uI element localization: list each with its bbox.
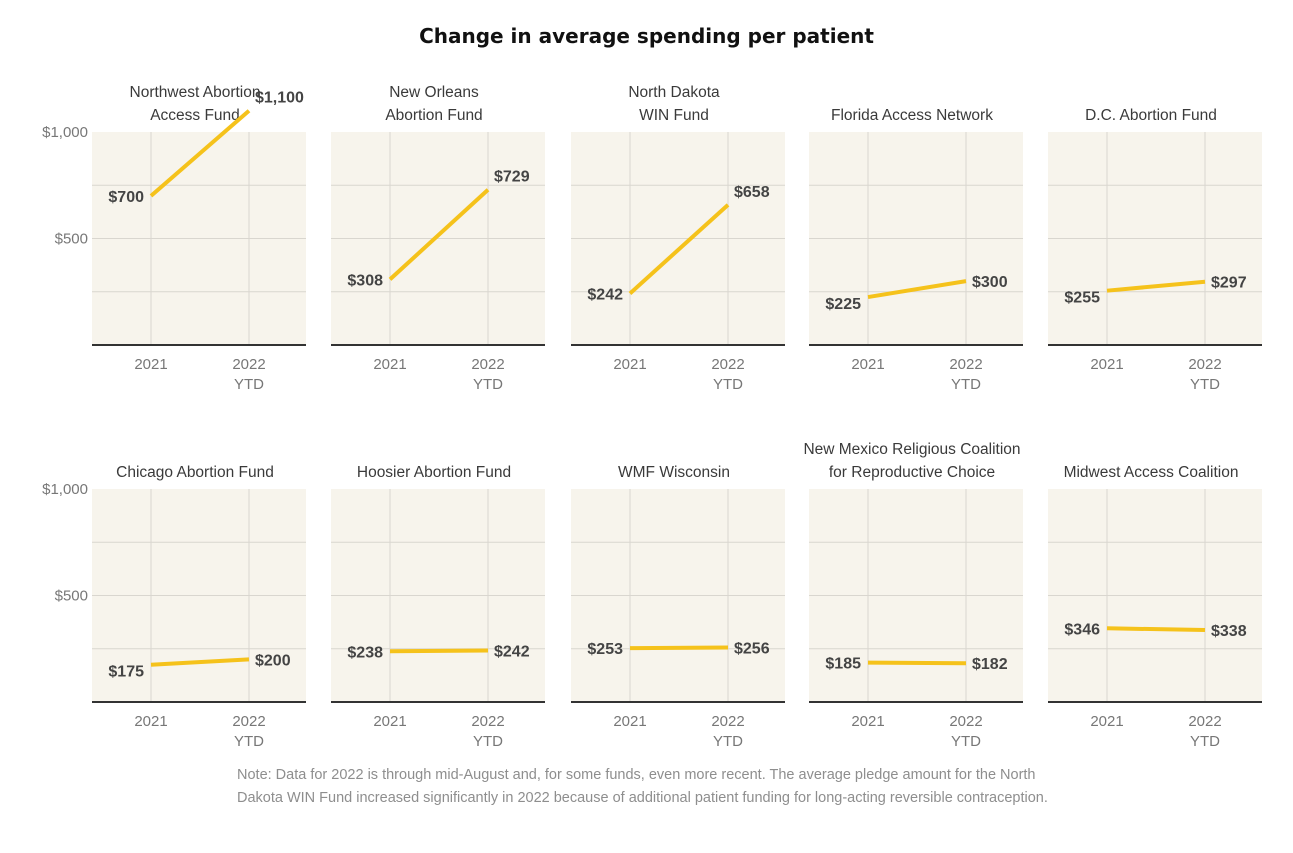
panel-title: WIN Fund	[639, 107, 709, 124]
chart-panel: Midwest Access Coalition 2021 2022 YTD $346 $…	[1048, 464, 1262, 750]
x-tick-label: YTD	[713, 376, 743, 393]
x-tick-label: 2021	[373, 356, 406, 373]
panel-title: Northwest Abortion	[130, 84, 261, 101]
panel-title: for Reproductive Choice	[829, 464, 995, 481]
x-tick-label: 2022	[711, 356, 744, 373]
y-tick-label: $500	[55, 588, 88, 605]
x-tick-label: YTD	[234, 733, 264, 750]
x-tick-label: YTD	[951, 733, 981, 750]
data-label: $242	[587, 286, 623, 303]
chart-panel: Florida Access Network 2021 2022 YTD $225 $30…	[809, 107, 1023, 393]
x-tick-label: 2022	[711, 713, 744, 730]
panel-title: Hoosier Abortion Fund	[357, 464, 511, 481]
x-tick-label: 2021	[1090, 713, 1123, 730]
x-tick-label: YTD	[473, 733, 503, 750]
chart-panel: Hoosier Abortion Fund 2021 2022 YTD $238 $242	[331, 464, 545, 750]
panel-title: New Mexico Religious Coalition	[803, 441, 1020, 458]
panel-title: WMF Wisconsin	[618, 464, 730, 481]
data-label: $200	[255, 652, 291, 669]
panel-title: D.C. Abortion Fund	[1085, 107, 1217, 124]
series-line	[628, 203, 730, 295]
data-label: $300	[972, 274, 1008, 291]
panel-title: Chicago Abortion Fund	[116, 464, 274, 481]
x-tick-label: 2022	[471, 713, 504, 730]
x-tick-label: 2021	[1090, 356, 1123, 373]
y-tick-label: $1,000	[42, 124, 88, 141]
data-label: $729	[494, 169, 530, 186]
chart-panel: D.C. Abortion Fund 2021 2022 YTD $255 $297	[1048, 107, 1262, 393]
x-tick-label: YTD	[951, 376, 981, 393]
chart-panel: North Dakota WIN Fund 2021 2022 YTD $242 $658	[571, 84, 785, 393]
data-label: $1,100	[255, 90, 304, 107]
data-label: $182	[972, 656, 1008, 673]
series-line	[150, 657, 250, 667]
chart-panel: New Mexico Religious Coalition for Reprod…	[803, 441, 1023, 750]
x-tick-label: 2022	[949, 356, 982, 373]
chart-panel: WMF Wisconsin 2021 2022 YTD $253 $256	[571, 464, 785, 750]
panel-title: North Dakota	[628, 84, 720, 101]
x-tick-label: 2021	[613, 713, 646, 730]
data-label: $175	[108, 664, 144, 681]
small-multiples-chart: Northwest Abortion Access Fund 2021 2022 YTD…	[42, 84, 1262, 750]
panel-title: Access Fund	[150, 107, 240, 124]
panel-title: Midwest Access Coalition	[1064, 464, 1239, 481]
chart-note: Note: Data for 2022 is through mid-Augus…	[237, 767, 1048, 806]
data-label: $346	[1064, 621, 1100, 638]
panel-title: Florida Access Network	[831, 107, 993, 124]
x-tick-label: 2022	[232, 713, 265, 730]
x-tick-label: 2021	[134, 713, 167, 730]
data-label: $256	[734, 640, 770, 657]
panel-title: Abortion Fund	[385, 107, 482, 124]
x-tick-label: YTD	[713, 733, 743, 750]
data-label: $308	[347, 272, 383, 289]
chart-panel: Northwest Abortion Access Fund 2021 2022 YTD…	[92, 84, 306, 393]
data-label: $658	[734, 184, 770, 201]
data-label: $297	[1211, 275, 1247, 292]
data-label: $242	[494, 643, 530, 660]
x-tick-label: 2021	[373, 713, 406, 730]
x-tick-label: YTD	[1190, 733, 1220, 750]
series-line	[867, 660, 967, 666]
x-tick-label: 2022	[232, 356, 265, 373]
series-line	[1106, 626, 1206, 633]
y-tick-label: $500	[55, 231, 88, 248]
x-tick-label: 2021	[851, 713, 884, 730]
x-tick-label: 2022	[471, 356, 504, 373]
x-tick-label: YTD	[234, 376, 264, 393]
x-tick-label: 2022	[1188, 713, 1221, 730]
x-tick-label: 2021	[613, 356, 646, 373]
series-line	[389, 648, 489, 654]
x-tick-label: 2022	[949, 713, 982, 730]
x-tick-label: YTD	[1190, 376, 1220, 393]
x-tick-label: 2021	[134, 356, 167, 373]
data-label: $253	[587, 641, 623, 658]
chart-panel: New Orleans Abortion Fund 2021 2022 YTD $308 $…	[331, 84, 545, 393]
series-line	[1106, 279, 1206, 293]
data-label: $238	[347, 644, 383, 661]
y-tick-label: $1,000	[42, 481, 88, 498]
x-tick-label: 2021	[851, 356, 884, 373]
panel-title: New Orleans	[389, 84, 479, 101]
data-label: $255	[1064, 290, 1100, 307]
x-tick-label: 2022	[1188, 356, 1221, 373]
chart-panel: Chicago Abortion Fund 2021 2022 YTD $175 $200	[92, 464, 306, 750]
series-line	[388, 188, 490, 281]
data-label: $225	[825, 296, 861, 313]
x-tick-label: YTD	[473, 376, 503, 393]
series-line	[149, 109, 251, 198]
data-label: $700	[108, 189, 144, 206]
data-label: $185	[825, 656, 861, 673]
series-line	[629, 645, 729, 651]
series-line	[867, 279, 967, 300]
chart-title: Change in average spending per patient	[419, 24, 874, 48]
data-label: $338	[1211, 623, 1247, 640]
